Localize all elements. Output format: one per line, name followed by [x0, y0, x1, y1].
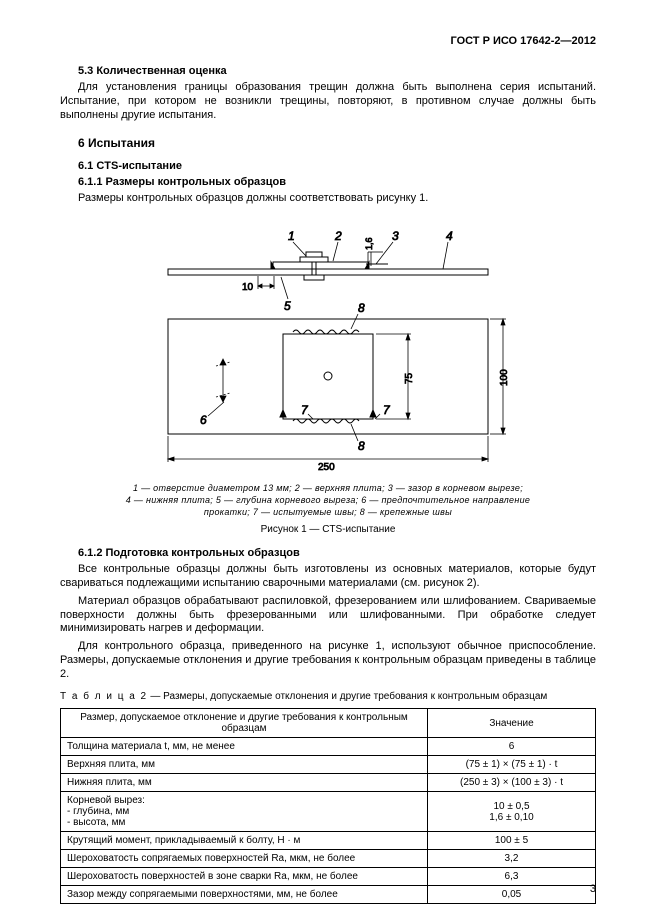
fig-label-7a: 7: [301, 403, 309, 417]
table-cell-name: Верхняя плита, мм: [61, 756, 428, 774]
table-cell-value: 6: [428, 738, 596, 756]
para-6-1-2-3: Для контрольного образца, приведенного н…: [60, 640, 596, 681]
para-6-1-1-1: Размеры контрольных образцов должны соот…: [60, 192, 596, 206]
figure-1-svg: 1 2 3 4 5 10: [108, 214, 548, 474]
fig-label-2: 2: [334, 229, 342, 243]
fig-dim-10: 10: [242, 282, 254, 293]
para-5-3-1: Для установления границы образования тре…: [60, 81, 596, 122]
fig-label-7b: 7: [383, 403, 391, 417]
heading-6: 6 Испытания: [78, 136, 596, 150]
table-cell-name: Толщина материала t, мм, не менее: [61, 738, 428, 756]
table-row: Верхняя плита, мм(75 ± 1) × (75 ± 1) · t: [61, 756, 596, 774]
fig-legend-3: прокатки; 7 — испытуемые швы; 8 — крепеж…: [204, 507, 452, 517]
para-6-1-2-2: Материал образцов обрабатывают распиловк…: [60, 595, 596, 636]
table-row: Зазор между сопрягаемыми поверхностями, …: [61, 886, 596, 904]
figure-legend: 1 — отверстие диаметром 13 мм; 2 — верхн…: [108, 482, 548, 518]
table-cell-value: 0,05: [428, 886, 596, 904]
para-6-1-2-1: Все контрольные образцы должны быть изго…: [60, 563, 596, 591]
table-cell-name: Крутящий момент, прикладываемый к болту,…: [61, 832, 428, 850]
table-cell-name: Шероховатость сопрягаемых поверхностей R…: [61, 850, 428, 868]
heading-6-1: 6.1 CTS-испытание: [78, 160, 596, 172]
fig-label-8a: 8: [358, 301, 365, 315]
fig-label-1: 1: [288, 229, 295, 243]
table-row: Шероховатость сопрягаемых поверхностей R…: [61, 850, 596, 868]
fig-label-6: 6: [200, 413, 207, 427]
table-row: Корневой вырез: - глубина, мм - высота, …: [61, 792, 596, 832]
fig-dim-100: 100: [499, 369, 510, 386]
fig-label-3: 3: [392, 229, 399, 243]
table-cell-name: Зазор между сопрягаемыми поверхностями, …: [61, 886, 428, 904]
table-caption-rest: — Размеры, допускаемые отклонения и друг…: [148, 691, 548, 702]
fig-dim-16: 1,6: [364, 237, 374, 250]
table-caption-prefix: Т а б л и ц а 2: [60, 691, 148, 702]
table-cell-name: Нижняя плита, мм: [61, 774, 428, 792]
figure-caption: Рисунок 1 — CTS-испытание: [108, 524, 548, 535]
table-cell-name: Шероховатость поверхностей в зоне сварки…: [61, 868, 428, 886]
table-row: Крутящий момент, прикладываемый к болту,…: [61, 832, 596, 850]
fig-label-5: 5: [284, 299, 291, 313]
table-2-caption: Т а б л и ц а 2 — Размеры, допускаемые о…: [60, 691, 596, 702]
table-cell-name: Корневой вырез: - глубина, мм - высота, …: [61, 792, 428, 832]
table-cell-value: (75 ± 1) × (75 ± 1) · t: [428, 756, 596, 774]
table-row: Толщина материала t, мм, не менее6: [61, 738, 596, 756]
page-number: 3: [590, 883, 596, 895]
fig-dim-75: 75: [404, 372, 415, 384]
table-row: Шероховатость поверхностей в зоне сварки…: [61, 868, 596, 886]
fig-label-8b: 8: [358, 439, 365, 453]
fig-legend-1: 1 — отверстие диаметром 13 мм; 2 — верхн…: [133, 483, 523, 493]
table-header-right: Значение: [428, 709, 596, 738]
table-cell-value: 3,2: [428, 850, 596, 868]
heading-6-1-2: 6.1.2 Подготовка контрольных образцов: [78, 547, 596, 559]
heading-5-3: 5.3 Количественная оценка: [78, 65, 596, 77]
document-id: ГОСТ Р ИСО 17642-2—2012: [60, 35, 596, 47]
fig-dim-250: 250: [318, 462, 335, 473]
table-cell-value: (250 ± 3) × (100 ± 3) · t: [428, 774, 596, 792]
figure-1: 1 2 3 4 5 10: [108, 214, 548, 535]
table-cell-value: 6,3: [428, 868, 596, 886]
table-cell-value: 10 ± 0,5 1,6 ± 0,10: [428, 792, 596, 832]
heading-6-1-1: 6.1.1 Размеры контрольных образцов: [78, 176, 596, 188]
table-header-left: Размер, допускаемое отклонение и другие …: [61, 709, 428, 738]
fig-legend-2: 4 — нижняя плита; 5 — глубина корневого …: [126, 495, 530, 505]
table-cell-value: 100 ± 5: [428, 832, 596, 850]
table-row: Нижняя плита, мм(250 ± 3) × (100 ± 3) · …: [61, 774, 596, 792]
fig-label-4: 4: [446, 229, 453, 243]
table-2: Размер, допускаемое отклонение и другие …: [60, 708, 596, 904]
